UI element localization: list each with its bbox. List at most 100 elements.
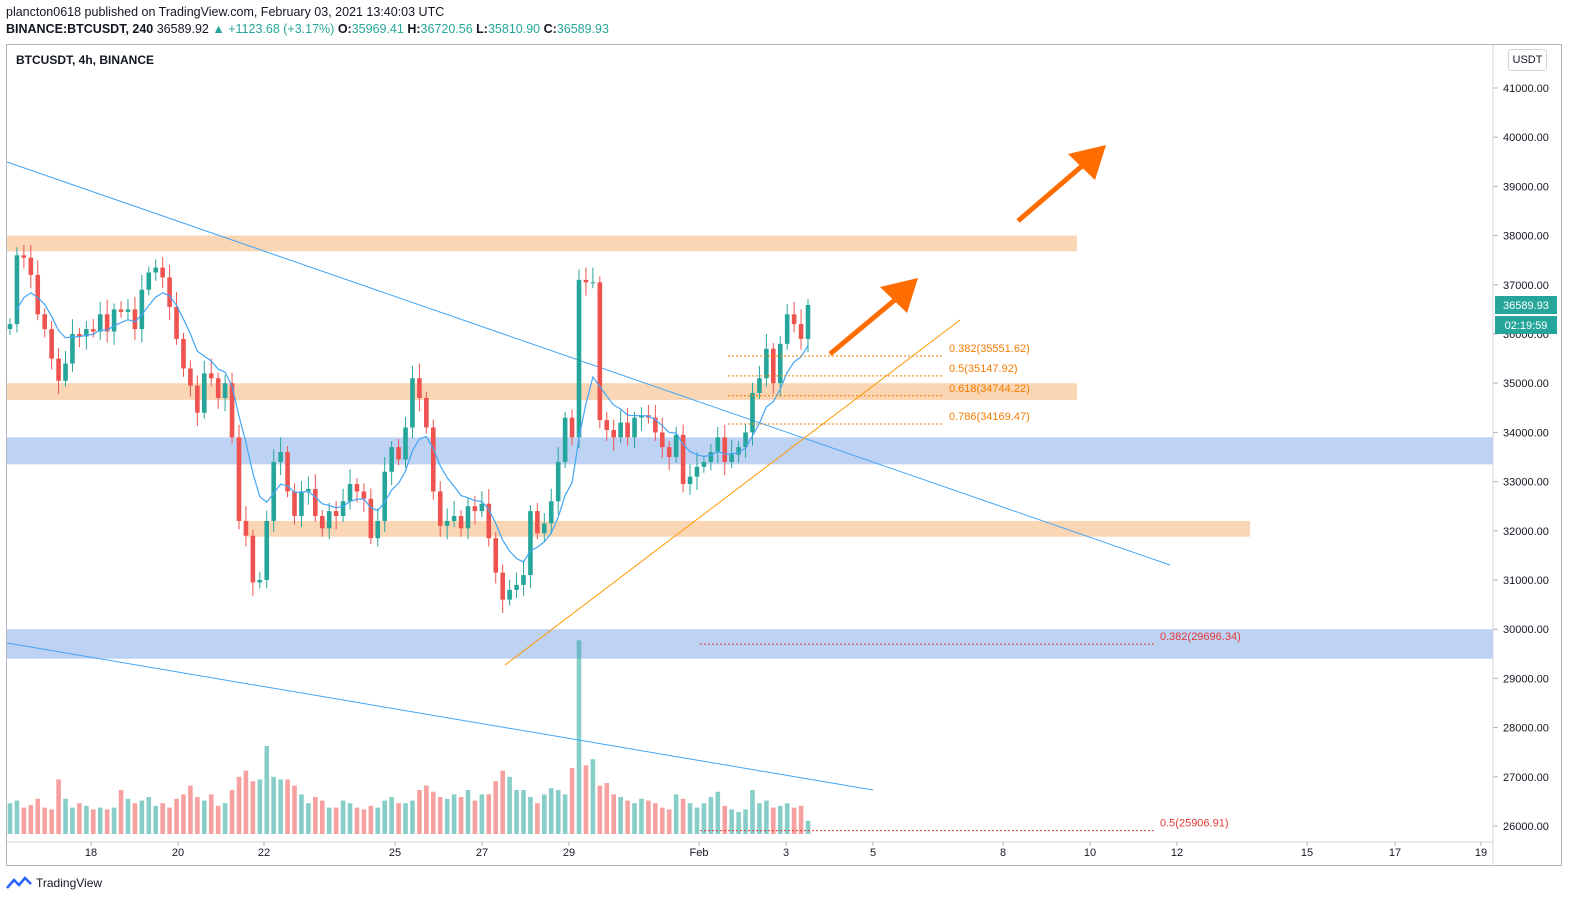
x-axis-label: 17 [1389,847,1401,859]
candle-body [486,503,492,539]
candle-body [368,498,374,539]
candle-body [403,427,408,460]
volume-bar [208,794,214,834]
fib-level-label: 0.382(29696.34) [1160,631,1241,643]
volume-bar [167,807,172,834]
volume-bar [389,797,394,834]
candle-body [333,511,339,517]
footer-brand[interactable]: TradingView [6,876,102,890]
candle-body [465,506,471,529]
volume-bar [562,794,568,834]
volume-bar [757,803,762,834]
candle-body [35,274,41,315]
candle-body [777,343,783,384]
candle-body [326,511,332,529]
candle-body [292,491,297,517]
currency-button[interactable]: USDT [1508,49,1547,71]
candle-body [14,255,20,325]
candle-body [444,520,450,526]
volume-bar [188,785,193,834]
candle-body [306,488,311,492]
footer-brand-text: TradingView [36,876,103,890]
candle-body [70,334,75,364]
volume-bar [396,803,401,834]
candle-body [687,476,693,485]
x-axis-label: Feb [690,847,709,859]
volume-bar [514,790,519,834]
volume-bar [798,805,804,834]
y-axis-label: 32000.00 [1503,526,1549,538]
candle-body [21,255,27,258]
candle-body [243,520,249,536]
candle-body [507,589,512,600]
candle-body [97,314,103,332]
candle-body [805,304,811,339]
candle-body [7,324,13,330]
candle-body [528,511,533,576]
x-axis-label: 19 [1475,847,1487,859]
volume-bar [743,809,748,834]
volume-bar [35,798,41,834]
candle-body [229,383,235,438]
candle-body [42,314,47,330]
current-price-text: 36589.93 [1503,300,1549,312]
volume-bar [319,800,325,834]
volume-bar [465,790,471,834]
ticker-label: BINANCE:BTCUSDT, 240 [6,22,154,36]
volume-bar [70,807,75,834]
y-axis-label: 27000.00 [1503,772,1549,784]
candle-body [49,329,54,359]
volume-bar [410,800,415,834]
zone-blue [7,437,1493,465]
candle-body [625,422,630,438]
candle-body [729,454,734,462]
volume-bar [604,782,610,834]
zone-orange [245,520,1250,537]
candle-body [222,383,228,398]
candle-body [583,279,589,283]
candle-body [361,491,367,499]
volume-bar [666,809,672,834]
volume-bar [340,800,346,834]
volume-bar [97,807,103,834]
y-axis-label: 28000.00 [1503,723,1549,735]
candle-body [771,348,776,384]
zone-orange [7,235,1077,252]
candle-body [576,279,582,438]
volume-bar [451,794,457,834]
candle-body [569,417,575,438]
candle-body [285,452,290,492]
support-trendline [504,319,961,666]
candle-body [653,417,658,433]
volume-bar [326,807,332,834]
volume-bar [278,779,283,834]
candle-body [666,447,672,457]
volume-bar [42,807,47,834]
volume-bar [250,781,256,834]
volume-bar [777,805,783,834]
y-axis-label: 38000.00 [1503,231,1549,243]
candle-body [236,437,242,521]
bullish-arrow-large [1016,145,1106,223]
volume-bar [160,803,165,834]
candle-body [313,488,318,517]
volume-bar [542,794,547,834]
candle-body [201,373,207,413]
chart-symbol-label: BTCUSDT, 4h, BINANCE [16,53,155,67]
y-axis-label: 29000.00 [1503,673,1549,685]
candle-body [472,506,478,512]
chart-frame [6,44,1562,866]
candle-body [146,272,152,290]
candle-body [424,397,429,428]
open-value: 35969.41 [351,22,404,36]
volume-bar [521,790,526,834]
candle-body [493,538,499,573]
bullish-arrow-small [828,278,918,356]
candle-body [791,314,797,325]
candle-body [160,267,165,278]
volume-bar [472,800,478,834]
volume-bar [424,785,429,834]
x-axis-label: 15 [1301,847,1313,859]
candle-body [562,417,568,462]
